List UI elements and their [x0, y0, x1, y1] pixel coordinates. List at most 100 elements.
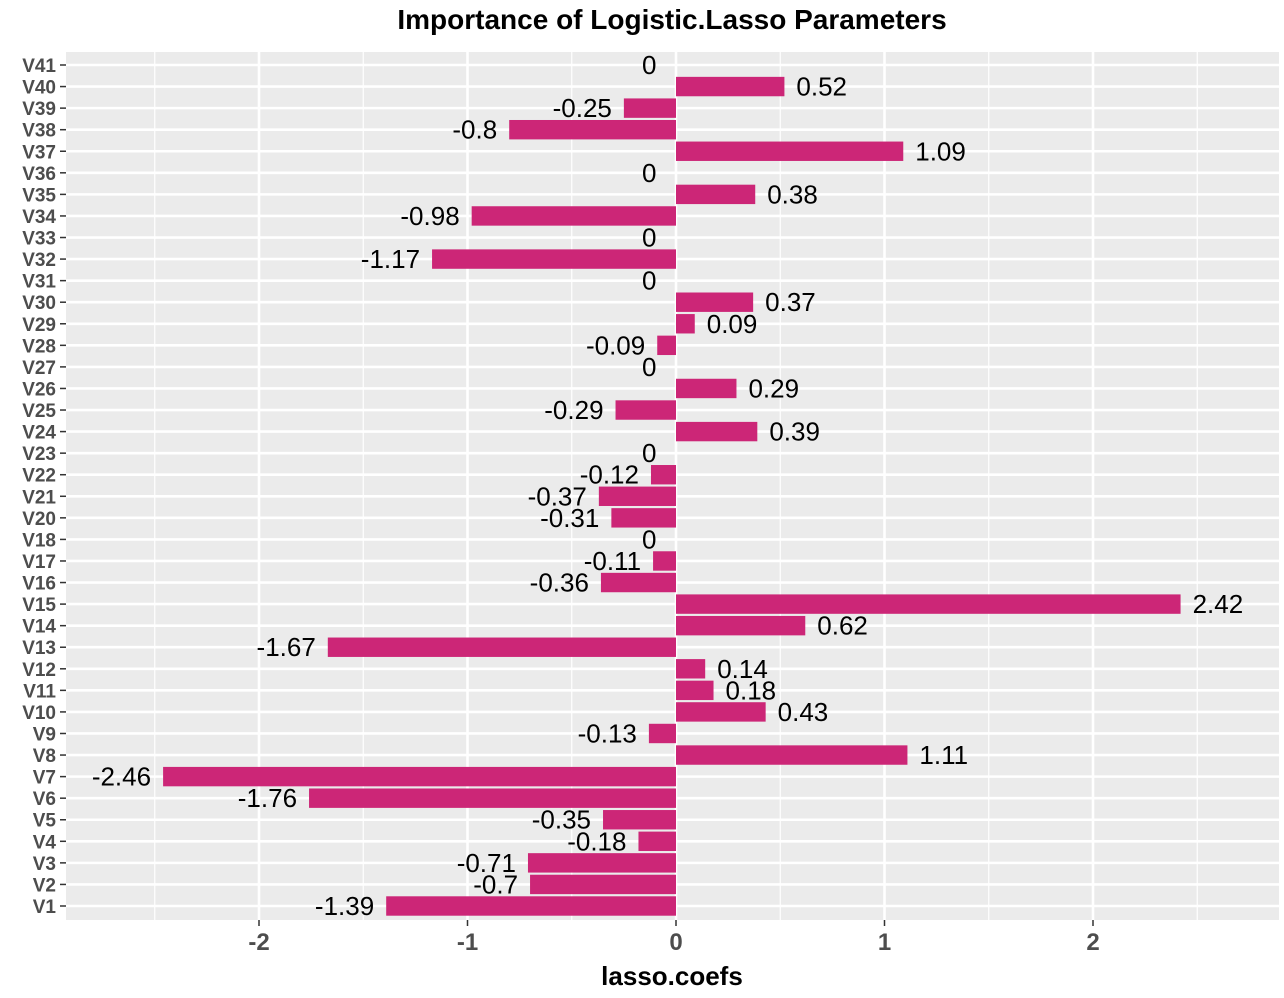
- bar-v28: [657, 335, 676, 356]
- bar-v6: [309, 788, 676, 808]
- bar-v22: [650, 465, 676, 485]
- bar-v24: [676, 421, 758, 442]
- bars: [163, 76, 1181, 916]
- data-label-v13: -1.67: [257, 632, 316, 662]
- y-tick-label-v28: V28: [22, 336, 56, 357]
- bar-v30: [676, 292, 754, 312]
- y-tick-label-v6: V6: [33, 789, 56, 810]
- data-labels: -1.39 -0.7-0.71 -0.18-0.35 -1.76 -2.46 1.11 -0…: [92, 50, 1243, 921]
- data-label-v5: -0.35: [532, 805, 591, 835]
- data-label-v9: -0.13: [578, 718, 637, 748]
- bar-v14: [676, 615, 806, 636]
- bar-v34: [471, 206, 676, 226]
- y-tick-label-v38: V38: [22, 121, 56, 142]
- bar-v15: [676, 594, 1181, 614]
- bar-v11: [676, 680, 714, 701]
- data-label-v16: -0.36: [530, 568, 589, 598]
- y-tick-label-v22: V22: [22, 466, 56, 487]
- data-label-v10: 0.43: [778, 697, 829, 727]
- data-label-v20: -0.31: [540, 503, 599, 533]
- y-tick-label-v9: V9: [33, 724, 56, 745]
- data-label-v21: -0.37: [528, 481, 587, 511]
- bar-v25: [615, 400, 676, 420]
- data-label-v18: 0: [642, 524, 656, 554]
- bar-v16: [600, 572, 676, 593]
- y-tick-label-v4: V4: [33, 832, 57, 853]
- bar-v39: [623, 98, 676, 118]
- y-tick-label-v16: V16: [22, 574, 56, 595]
- data-label-v14: 0.62: [817, 611, 868, 641]
- data-label-v4: -0.18: [567, 826, 626, 856]
- bar-v35: [676, 184, 756, 205]
- bar-v40: [676, 76, 785, 97]
- bar-v21: [598, 486, 676, 506]
- bar-v7: [163, 766, 677, 787]
- x-axis-title: lasso.coefs: [601, 961, 743, 991]
- y-tick-label-v36: V36: [22, 164, 56, 185]
- data-label-v30: 0.37: [765, 287, 816, 317]
- bar-v26: [676, 378, 737, 399]
- data-label-v27: 0: [642, 352, 656, 382]
- chart-title: Importance of Logistic.Lasso Parameters: [397, 4, 946, 35]
- data-label-v32: -1.17: [361, 244, 420, 274]
- y-tick-label-v18: V18: [22, 530, 56, 551]
- data-label-v24: 0.39: [769, 417, 820, 447]
- y-tick-label-v8: V8: [33, 746, 56, 767]
- bar-v17: [653, 551, 676, 571]
- y-tick-label-v40: V40: [22, 78, 56, 99]
- y-tick-label-v34: V34: [22, 207, 56, 228]
- bar-v37: [676, 141, 904, 161]
- data-label-v2: -0.7: [473, 869, 518, 899]
- bar-v32: [432, 249, 676, 269]
- data-label-v38: -0.8: [452, 115, 497, 145]
- data-label-v11: 0.18: [726, 675, 777, 705]
- data-label-v22: -0.12: [580, 460, 639, 490]
- x-tick-label: 0: [669, 929, 682, 956]
- data-label-v26: 0.29: [748, 373, 799, 403]
- y-tick-label-v24: V24: [22, 423, 56, 444]
- data-label-v36: 0: [642, 158, 656, 188]
- bar-v4: [638, 831, 676, 852]
- bar-v3: [527, 853, 676, 873]
- data-label-v3: -0.71: [457, 848, 516, 878]
- bar-v29: [676, 314, 695, 334]
- data-label-v17: -0.11: [584, 546, 641, 576]
- y-tick-label-v37: V37: [22, 142, 56, 163]
- bar-v20: [611, 508, 676, 528]
- data-label-v31: 0: [642, 266, 656, 296]
- x-tick-label: -1: [457, 929, 478, 956]
- y-tick-label-v35: V35: [22, 185, 56, 206]
- y-tick-label-v3: V3: [33, 854, 56, 875]
- y-tick-label-v33: V33: [22, 229, 56, 250]
- x-tick-label: -2: [248, 929, 269, 956]
- x-axis-ticks: -2 -1 0 1 2: [248, 920, 1100, 956]
- data-label-v33: 0: [642, 223, 656, 253]
- data-label-v29: 0.09: [707, 309, 758, 339]
- bar-v38: [509, 119, 676, 140]
- y-tick-label-v25: V25: [22, 401, 56, 422]
- bar-v10: [676, 702, 766, 722]
- bar-v9: [648, 723, 676, 744]
- x-tick-label: 2: [1086, 929, 1099, 956]
- y-tick-label-v15: V15: [22, 595, 56, 616]
- data-label-v7: -2.46: [92, 762, 151, 792]
- y-tick-label-v32: V32: [22, 250, 56, 271]
- y-tick-label-v17: V17: [22, 552, 56, 573]
- y-tick-label-v14: V14: [22, 617, 56, 638]
- y-tick-label-v23: V23: [22, 444, 56, 465]
- y-tick-label-v41: V41: [22, 56, 56, 77]
- data-label-v1: -1.39: [315, 891, 374, 921]
- y-tick-label-v10: V10: [22, 703, 56, 724]
- data-label-v15: 2.42: [1193, 589, 1244, 619]
- data-label-v40: 0.52: [796, 72, 847, 102]
- y-tick-label-v13: V13: [22, 638, 56, 659]
- y-tick-label-v11: V11: [23, 681, 56, 702]
- y-tick-label-v20: V20: [22, 509, 56, 530]
- data-label-v34: -0.98: [400, 201, 459, 231]
- y-tick-label-v27: V27: [22, 358, 56, 379]
- y-tick-label-v12: V12: [22, 660, 56, 681]
- bar-v12: [676, 659, 706, 679]
- data-label-v8: 1.11: [919, 740, 968, 770]
- y-tick-label-v26: V26: [22, 379, 56, 400]
